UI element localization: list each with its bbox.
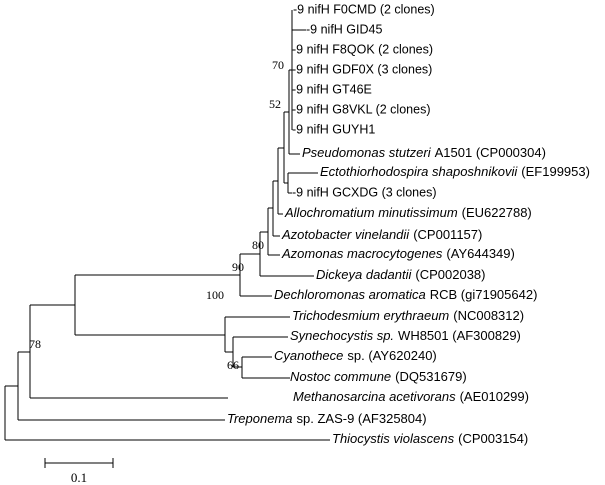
leaf-accession: RCB (gi71905642) [430, 287, 538, 302]
bootstrap-value: 70 [272, 58, 284, 72]
scale-label: 0.1 [71, 470, 87, 485]
leaf-label: -9 nifH F0CMD (2 clones) [293, 2, 435, 16]
leaf-label: -9 nifH GT46E [292, 82, 372, 96]
leaf-species: Cyanothece [274, 348, 343, 363]
tree-branches [4, 10, 330, 468]
bootstrap-value: 90 [232, 260, 244, 274]
bootstrap-value: 66 [227, 358, 239, 372]
leaf-label: -9 nifH F8QOK (2 clones) [292, 42, 433, 56]
leaf-species: Thiocystis violascens [332, 431, 455, 446]
leaf-accession: (CP001157) [413, 227, 482, 242]
bootstrap-value: 52 [269, 97, 281, 111]
leaf-species: Pseudomonas stutzeri [302, 145, 432, 160]
leaf-species: Azomonas macrocytogenes [281, 246, 443, 261]
leaf-label: Nostoc commune (DQ531679) [290, 369, 467, 384]
leaf-label: -9 nifH GUYH1 [292, 122, 375, 136]
leaf-species: Dechloromonas aromatica [274, 287, 426, 302]
leaf-species: Nostoc commune [290, 369, 391, 384]
leaf-label: -9 nifH GCXDG (3 clones) [292, 185, 436, 199]
bootstrap-value: 100 [206, 288, 224, 302]
leaf-label: Synechocystis sp. WH8501 (AF300829) [290, 328, 521, 343]
leaf-accession: sp. (AY620240) [347, 348, 436, 363]
leaf-accession: (CP003154) [458, 431, 528, 446]
leaf-label: Allochromatium minutissimum (EU622788) [284, 205, 532, 220]
leaf-label: Ectothiorhodospira shaposhnikovii (EF1999… [320, 164, 590, 179]
leaf-accession: (EF199953) [521, 164, 590, 179]
leaf-accession: WH8501 (AF300829) [398, 328, 521, 343]
leaf-label: Azotobacter vinelandii (CP001157) [281, 227, 482, 242]
leaf-accession: (DQ531679) [395, 369, 467, 384]
leaf-accession: (AE010299) [460, 389, 529, 404]
leaf-label: -9 nifH GDF0X (3 clones) [292, 62, 432, 76]
leaf-species: Methanosarcina acetivorans [293, 389, 456, 404]
leaf-label: -9 nifH G8VKL (2 clones) [292, 102, 430, 116]
leaf-species: Allochromatium minutissimum [284, 205, 458, 220]
bootstrap-value: 78 [29, 337, 41, 351]
leaf-species: Synechocystis sp. [290, 328, 394, 343]
leaf-accession: sp. ZAS-9 (AF325804) [297, 411, 427, 426]
leaf-species: Trichodesmium erythraeum [292, 308, 449, 323]
leaf-species: Treponema [227, 411, 293, 426]
leaf-species: Dickeya dadantii [316, 267, 412, 282]
leaf-label: Azomonas macrocytogenes (AY644349) [281, 246, 515, 261]
leaf-label: -9 nifH GID45 [306, 22, 382, 36]
leaf-label: Methanosarcina acetivorans (AE010299) [293, 389, 529, 404]
leaf-accession: (CP002038) [415, 267, 485, 282]
leaf-species: Ectothiorhodospira shaposhnikovii [320, 164, 518, 179]
leaf-accession: (NC008312) [453, 308, 524, 323]
leaf-species: Azotobacter vinelandii [281, 227, 410, 242]
leaf-label: Thiocystis violascens (CP003154) [332, 431, 528, 446]
leaf-label: Cyanothece sp. (AY620240) [274, 348, 437, 363]
bootstrap-value: 80 [252, 238, 264, 252]
leaf-label: Pseudomonas stutzeri A1501 (CP000304) [302, 145, 546, 160]
leaf-label: Dickeya dadantii (CP002038) [316, 267, 486, 282]
leaf-label: Treponema sp. ZAS-9 (AF325804) [227, 411, 427, 426]
leaf-label: Trichodesmium erythraeum (NC008312) [292, 308, 524, 323]
leaf-accession: A1501 (CP000304) [435, 145, 546, 160]
leaf-accession: (EU622788) [462, 205, 532, 220]
leaf-label: Dechloromonas aromatica RCB (gi71905642) [274, 287, 537, 302]
leaf-accession: (AY644349) [446, 246, 514, 261]
